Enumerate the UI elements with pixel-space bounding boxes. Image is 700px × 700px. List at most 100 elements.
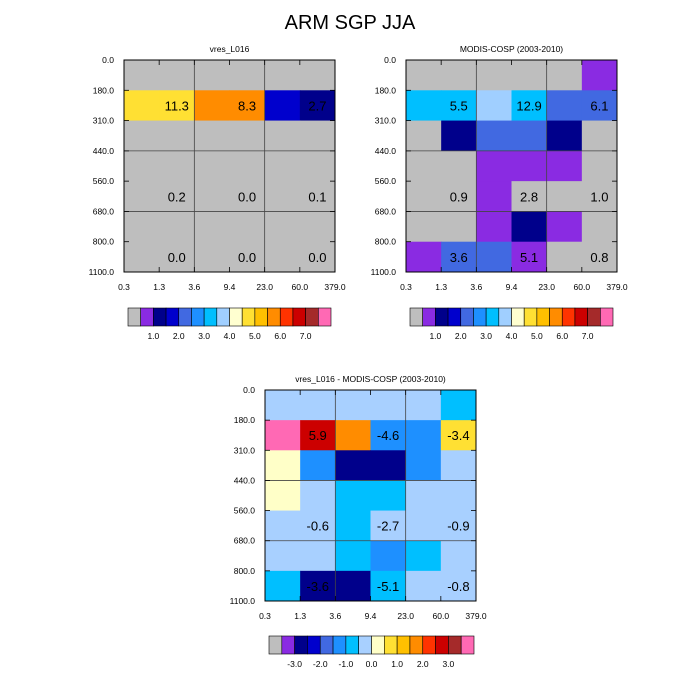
cell-value-label: 12.9 [516,98,541,113]
colorbar-swatch [549,307,563,327]
y-tick-label: 1100.0 [371,267,397,277]
cell-value-label: -3.4 [447,428,469,443]
colorbar-swatch [319,635,334,655]
colorbar-swatch [216,307,230,327]
cell-value-label: 11.3 [165,98,189,113]
cell-value-label: 8.3 [238,98,256,113]
colorbar-swatch [345,635,359,655]
colorbar-swatch [448,635,462,655]
heatmap-cell [581,150,618,182]
heatmap-cell [299,241,336,273]
colorbar-label: -2.0 [313,659,328,669]
x-tick-label: 23.0 [397,611,414,621]
colorbar-swatch [307,635,321,655]
heatmap-cell [370,450,407,481]
cell-value-label: 0.8 [590,250,608,265]
heatmap-cell [370,390,407,421]
y-tick-label: 440.0 [234,475,256,485]
heatmap-cell [546,60,583,91]
x-tick-label: 3.6 [470,282,482,292]
heatmap-cell [511,241,548,273]
colorbar-swatch [332,635,347,655]
heatmap-cell [406,60,442,91]
x-tick-label: 3.6 [188,282,200,292]
heatmap-cell [264,241,301,273]
x-tick-label: 0.3 [259,611,271,621]
heatmap-cell [405,390,442,421]
heatmap-cell [229,150,266,182]
heatmap-cell [194,90,230,122]
heatmap-panel-difference: vres_L016 - MODIS-COSP (2003-2010) 0.3 1.3… [230,374,487,621]
colorbar-swatch [422,635,436,655]
heatmap-cell [194,120,230,152]
colorbar-label: 1.0 [391,659,403,669]
heatmap-cell [300,570,336,602]
y-tick-label: 440.0 [375,146,397,156]
x-tick-label: 60.0 [433,611,450,621]
colorbar-swatch [511,307,525,327]
cell-value-label: -5.1 [377,579,399,594]
heatmap-cell [441,150,477,182]
colorbar-label: 2.0 [417,659,429,669]
x-tick-label: 1.3 [153,282,165,292]
heatmap-cell [441,211,477,243]
colorbar-swatch [371,635,385,655]
heatmap-cell [370,420,407,451]
heatmap-cell [265,570,301,602]
heatmap-cell [441,60,477,91]
heatmap-cell [229,181,266,212]
heatmap-cell [335,420,371,451]
heatmap-cell [300,420,336,451]
cell-value-label: 2.7 [308,98,326,113]
y-tick-label: 800.0 [375,237,397,247]
heatmap-cell [546,90,583,122]
y-tick-label: 560.0 [93,176,115,186]
x-tick-label: 379.0 [606,282,628,292]
heatmap-cell [229,90,266,122]
heatmap-cell [265,480,301,512]
heatmap-cell [194,241,230,273]
heatmap-cell [229,241,266,273]
heatmap-cell [546,150,583,182]
heatmap-cell [264,120,301,152]
heatmap-cell [476,241,512,273]
colorbar-label: 7.0 [582,331,594,341]
heatmap-cell [511,60,548,91]
colorbar-swatch [229,307,243,327]
cell-value-label: 5.9 [309,428,327,443]
heatmap-cell [265,390,301,421]
x-tick-label: 0.3 [118,282,130,292]
heatmap-cell [335,510,371,542]
y-tick-label: 800.0 [234,566,256,576]
colorbar-swatch [396,635,411,655]
heatmap-cell [124,60,160,91]
cell-value-label: 3.6 [450,250,468,265]
cell-value-label: 0.2 [168,189,186,204]
heatmap-cell [370,480,407,512]
y-tick-label: 180.0 [93,85,115,95]
heatmap-cell [300,390,336,421]
colorbar-swatch [473,307,487,327]
colorbar-swatch [267,307,281,327]
heatmap-cell [229,120,266,152]
heatmap-cell [299,181,336,212]
x-tick-label: 1.3 [435,282,447,292]
heatmap-cell [194,150,230,182]
heatmap-cell [476,60,512,91]
page-title: ARM SGP JJA [284,12,416,34]
x-tick-label: 379.0 [465,611,487,621]
x-tick-label: 379.0 [324,282,346,292]
colorbar-swatch [292,307,306,327]
colorbar-label: 5.0 [531,331,543,341]
x-tick-label: 9.4 [506,282,518,292]
heatmap-cell [124,241,160,273]
heatmap-cell [300,450,336,481]
heatmap-cell [299,90,336,122]
heatmap-cell [440,480,477,512]
heatmap-cell [159,181,195,212]
heatmap-cell [405,540,442,572]
colorbar-label: 2.0 [455,331,467,341]
cell-value-label: 0.0 [238,250,256,265]
y-tick-label: 180.0 [375,85,397,95]
